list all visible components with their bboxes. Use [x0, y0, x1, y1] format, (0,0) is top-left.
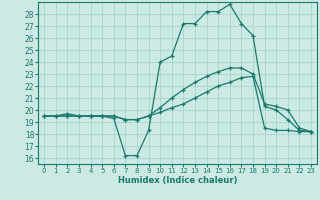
X-axis label: Humidex (Indice chaleur): Humidex (Indice chaleur) — [118, 176, 237, 185]
